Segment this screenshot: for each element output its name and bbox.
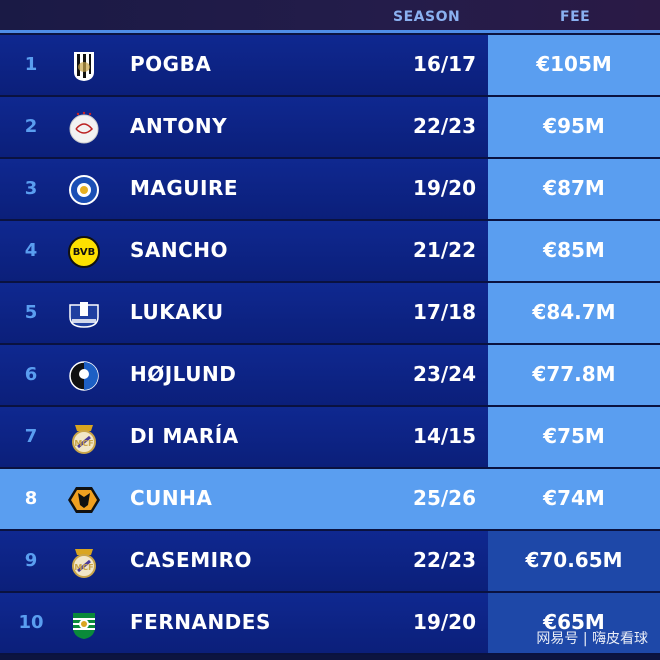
table-row: 3 MAGUIRE 19/20 €87M xyxy=(0,159,660,221)
table-row: 4 BVB SANCHO 21/22 €85M xyxy=(0,221,660,283)
fee: €84.7M xyxy=(532,300,616,324)
fee: €85M xyxy=(543,238,605,262)
season: 16/17 xyxy=(413,52,476,76)
season: 19/20 xyxy=(413,176,476,200)
player-name: SANCHO xyxy=(130,238,229,262)
season: 14/15 xyxy=(413,424,476,448)
watermark: 网易号 | 嗨皮看球 xyxy=(536,631,648,647)
svg-text:MCF: MCF xyxy=(74,563,93,572)
fee: €75M xyxy=(543,424,605,448)
rank: 10 xyxy=(18,612,44,633)
fee-cell-background xyxy=(488,531,660,591)
rank: 9 xyxy=(24,550,38,571)
fee-cell-background xyxy=(488,407,660,467)
transfer-table: 1 POGBA 16/17 €105M 2 ANTONY 22/23 €95M 3 MAGUIRE… xyxy=(0,35,660,655)
everton-crest-icon xyxy=(66,297,102,331)
player-name: FERNANDES xyxy=(130,610,271,634)
table-row: 1 POGBA 16/17 €105M xyxy=(0,35,660,97)
table-row: 2 ANTONY 22/23 €95M xyxy=(0,97,660,159)
fee: €105M xyxy=(536,52,612,76)
svg-text:MCF: MCF xyxy=(74,439,93,448)
player-name: CUNHA xyxy=(130,486,213,510)
season: 25/26 xyxy=(413,486,476,510)
table-row: 9 MCF CASEMIRO 22/23 €70.65M xyxy=(0,531,660,593)
player-name: MAGUIRE xyxy=(130,176,239,200)
dortmund-crest-icon: BVB xyxy=(66,235,102,269)
wolves-crest-icon xyxy=(66,483,102,517)
season-column-header: SEASON xyxy=(393,9,461,25)
season: 22/23 xyxy=(413,114,476,138)
sporting-crest-icon xyxy=(66,607,102,641)
juventus-crest-icon xyxy=(66,49,102,83)
rank: 6 xyxy=(24,364,38,385)
ajax-crest-icon xyxy=(66,111,102,145)
rank: 4 xyxy=(24,240,38,261)
season: 22/23 xyxy=(413,548,476,572)
table-row: 10 FERNANDES 19/20 €65M xyxy=(0,593,660,655)
player-name: LUKAKU xyxy=(130,300,224,324)
season: 17/18 xyxy=(413,300,476,324)
atalanta-crest-icon xyxy=(66,359,102,393)
rank: 2 xyxy=(24,116,38,137)
rank: 1 xyxy=(24,54,38,75)
player-name: ANTONY xyxy=(130,114,228,138)
fee-cell-background xyxy=(488,159,660,219)
fee-cell-background xyxy=(488,97,660,157)
table-row: 8 CUNHA 25/26 €74M xyxy=(0,469,660,531)
season: 19/20 xyxy=(413,610,476,634)
fee: €65M xyxy=(543,610,605,634)
fee-cell-background xyxy=(488,283,660,343)
player-name: DI MARÍA xyxy=(130,424,239,448)
table-row: 5 LUKAKU 17/18 €84.7M xyxy=(0,283,660,345)
player-name: CASEMIRO xyxy=(130,548,252,572)
table-row: 6 HØJLUND 23/24 €77.8M xyxy=(0,345,660,407)
fee: €70.65M xyxy=(525,548,623,572)
fee: €95M xyxy=(543,114,605,138)
player-name: HØJLUND xyxy=(130,362,237,386)
rank: 7 xyxy=(24,426,38,447)
rank: 5 xyxy=(24,302,38,323)
fee: €77.8M xyxy=(532,362,616,386)
leicester-crest-icon xyxy=(66,173,102,207)
fee-column-header: FEE xyxy=(560,9,591,25)
rank: 3 xyxy=(24,178,38,199)
fee-cell-background xyxy=(488,221,660,281)
table-header: SEASON FEE xyxy=(0,0,660,33)
fee-cell-background xyxy=(488,345,660,405)
season: 23/24 xyxy=(413,362,476,386)
fee: €87M xyxy=(543,176,605,200)
fee-cell-background xyxy=(488,35,660,95)
rank: 8 xyxy=(24,488,38,509)
table-row: 7 MCF DI MARÍA 14/15 €75M xyxy=(0,407,660,469)
fee-cell-background xyxy=(488,593,660,653)
fee: €74M xyxy=(543,486,605,510)
season: 21/22 xyxy=(413,238,476,262)
real-madrid-crest-icon: MCF xyxy=(66,545,102,579)
real-madrid-crest-icon: MCF xyxy=(66,421,102,455)
svg-text:BVB: BVB xyxy=(73,247,96,258)
player-name: POGBA xyxy=(130,52,212,76)
